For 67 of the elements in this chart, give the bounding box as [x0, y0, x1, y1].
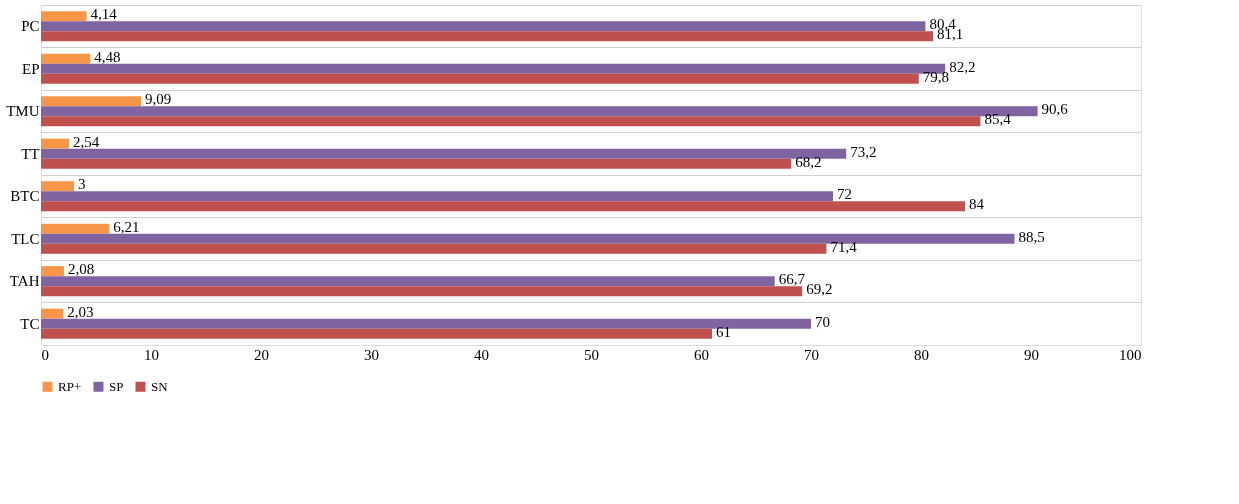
data-label: 71,4: [830, 238, 858, 255]
bar: [41, 158, 792, 169]
y-tick-label: BTC: [10, 188, 40, 205]
data-label: 70: [815, 313, 830, 330]
y-tick-label: TT: [21, 145, 40, 162]
x-tick-label: 50: [584, 346, 599, 363]
x-tick-label: 30: [364, 346, 379, 363]
bar: [41, 21, 926, 32]
data-label: 88,5: [1018, 228, 1045, 245]
data-label: 69,2: [806, 281, 833, 298]
data-label: 9,09: [144, 91, 172, 108]
bar: [41, 73, 919, 84]
bar: [41, 276, 775, 287]
bar: [41, 318, 811, 329]
bar: [41, 191, 833, 202]
data-label: 68,2: [795, 153, 822, 170]
x-tick-label: 60: [694, 346, 709, 363]
data-label: 4,14: [90, 6, 118, 23]
data-label: 66,7: [778, 271, 806, 288]
bar: [41, 148, 847, 159]
data-label: 84: [969, 196, 985, 213]
y-tick-label: TMU: [6, 103, 40, 120]
bar: [41, 201, 965, 212]
bar: [41, 328, 712, 339]
bar: [41, 53, 91, 64]
x-tick-label: 10: [144, 346, 159, 363]
bar: [41, 266, 64, 277]
data-label: 2,03: [67, 303, 94, 320]
data-label: 79,8: [922, 68, 950, 85]
bar: [41, 63, 946, 74]
x-tick-label: 100: [1119, 346, 1142, 363]
data-label: 61: [716, 323, 731, 340]
bar: [41, 116, 981, 127]
legend-label: RP+: [58, 378, 82, 394]
data-label: 82,2: [949, 58, 976, 75]
data-label: 90,6: [1041, 101, 1069, 118]
bar: [41, 181, 74, 192]
y-tick-label: EP: [21, 60, 40, 77]
data-label: 4,48: [94, 48, 121, 65]
bar: [41, 31, 934, 42]
data-label: 2,08: [67, 261, 95, 278]
bar: [41, 11, 87, 22]
bar: [41, 233, 1015, 244]
legend-label: SN: [151, 378, 169, 394]
bar: [41, 243, 827, 254]
x-tick-label: 90: [1024, 346, 1039, 363]
x-tick-label: 40: [474, 346, 489, 363]
x-tick-label: 80: [914, 346, 929, 363]
data-label: 2,54: [72, 133, 100, 150]
y-tick-label: TLC: [11, 230, 40, 247]
data-label: 73,2: [850, 143, 877, 160]
x-tick-label: 70: [804, 346, 819, 363]
x-tick-label: 0: [41, 346, 49, 363]
bar: [41, 138, 69, 149]
data-label: 6,21: [113, 218, 140, 235]
legend-label: SP: [109, 378, 124, 394]
y-tick-label: TAH: [9, 273, 40, 290]
data-label: 85,4: [984, 111, 1012, 128]
data-label: 3: [78, 176, 86, 193]
bar: [41, 286, 803, 297]
y-tick-label: TC: [20, 315, 40, 332]
x-tick-label: 20: [254, 346, 269, 363]
bar: [41, 308, 64, 319]
bar: [41, 96, 141, 107]
y-tick-label: PC: [21, 18, 40, 35]
data-label: 72: [837, 186, 852, 203]
bar: [41, 223, 110, 234]
